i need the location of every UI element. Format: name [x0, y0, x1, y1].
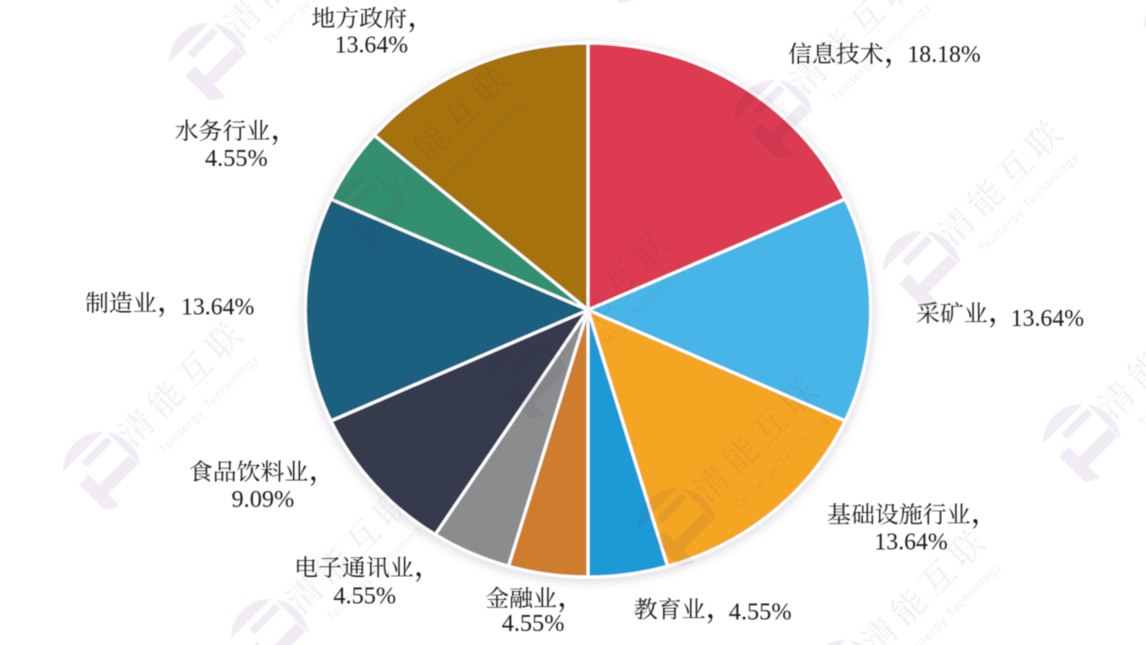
svg-text:4.55%: 4.55% — [729, 599, 792, 626]
svg-text:13.64%: 13.64% — [335, 33, 409, 59]
svg-text:13.64%: 13.64% — [874, 530, 948, 556]
svg-text:13.64%: 13.64% — [1011, 306, 1085, 332]
svg-text:9.09%: 9.09% — [232, 486, 295, 513]
svg-text:18.18%: 18.18% — [907, 42, 981, 68]
svg-text:4.55%: 4.55% — [502, 610, 565, 637]
svg-text:4.55%: 4.55% — [205, 145, 268, 172]
svg-text:13.64%: 13.64% — [181, 295, 255, 321]
svg-text:4.55%: 4.55% — [333, 583, 396, 610]
